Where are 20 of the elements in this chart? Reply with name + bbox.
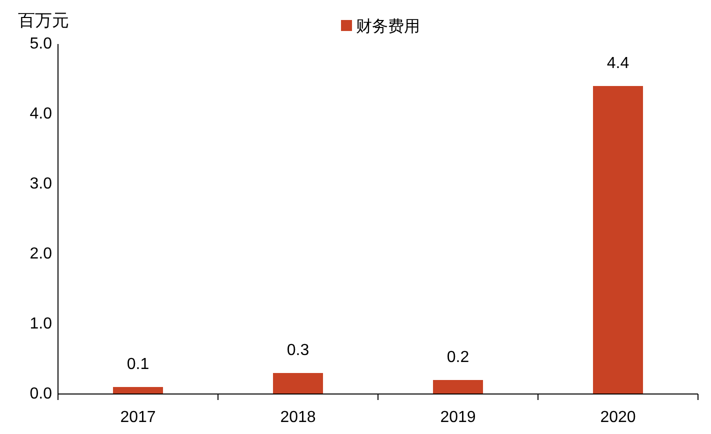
y-tick-label: 2.0 — [30, 246, 52, 262]
data-label: 0.2 — [446, 349, 470, 366]
y-tick-label: 3.0 — [30, 176, 52, 192]
y-tick-label: 4.0 — [30, 106, 52, 122]
x-tick-label: 2018 — [280, 409, 316, 426]
y-tick-label: 0.0 — [30, 386, 52, 402]
y-axis-title: 百万元 — [18, 11, 69, 30]
bar — [593, 86, 643, 394]
y-tick-label: 1.0 — [30, 316, 52, 332]
data-label: 4.4 — [606, 55, 630, 72]
data-label: 0.1 — [126, 356, 150, 373]
legend-label: 财务费用 — [356, 18, 420, 36]
bar — [113, 387, 163, 394]
x-tick-label: 2019 — [440, 409, 476, 426]
x-tick-label: 2017 — [120, 409, 156, 426]
x-tick-label: 2020 — [600, 409, 636, 426]
data-label: 0.3 — [286, 342, 310, 359]
bar — [273, 373, 323, 394]
bar — [433, 380, 483, 394]
y-tick-label: 5.0 — [30, 36, 52, 52]
